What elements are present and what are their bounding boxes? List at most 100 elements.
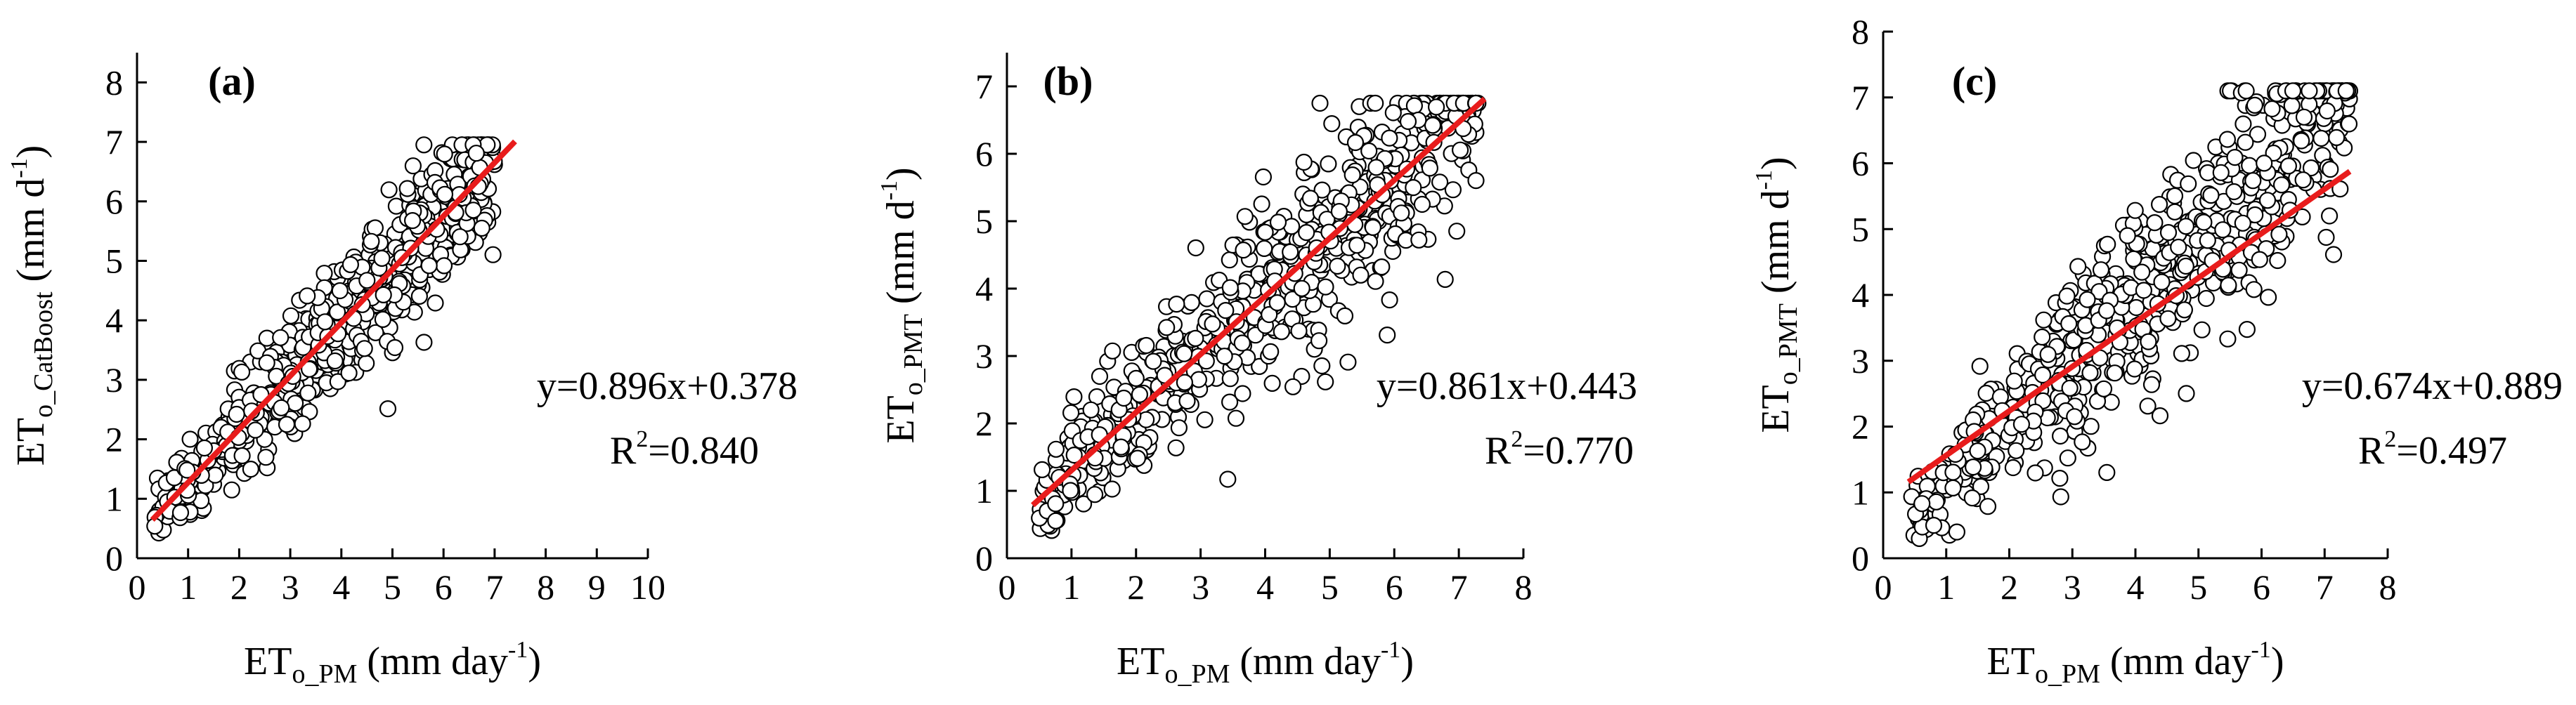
data-point: [1913, 495, 1931, 513]
x-tick-label: 5: [384, 567, 401, 607]
data-point: [1925, 516, 1943, 534]
data-point: [1329, 257, 1346, 275]
data-point: [1348, 237, 1366, 254]
data-point: [367, 324, 384, 341]
data-point: [299, 287, 316, 305]
data-point: [1336, 307, 1354, 324]
data-point: [2258, 192, 2277, 209]
data-point: [2027, 464, 2044, 482]
data-point: [2260, 289, 2277, 306]
data-point: [2140, 333, 2157, 350]
data-point: [1410, 231, 1428, 249]
data-point: [2099, 235, 2116, 253]
data-point: [2283, 97, 2301, 114]
data-point: [1256, 239, 1273, 257]
data-point: [2177, 257, 2194, 275]
data-point: [341, 256, 359, 273]
data-point: [1062, 404, 1080, 422]
fit-line: [1031, 96, 1487, 508]
data-point: [2135, 282, 2152, 299]
y-tick-label: 6: [975, 134, 993, 173]
data-point: [1269, 213, 1287, 231]
x-tick-label: 7: [2316, 567, 2334, 607]
data-point: [228, 405, 245, 423]
data-point: [1301, 190, 1320, 207]
data-point: [2142, 376, 2161, 393]
y-title-sup: -1: [6, 158, 32, 178]
data-point: [1352, 266, 1370, 284]
data-point: [1313, 357, 1331, 375]
data-point: [2153, 273, 2171, 291]
y-tick-label: 2: [975, 404, 993, 443]
data-point: [1424, 117, 1442, 134]
data-point: [1431, 173, 1449, 191]
data-point: [2246, 96, 2263, 114]
r2-main: R: [610, 429, 637, 473]
data-point: [1221, 279, 1239, 296]
data-point: [2060, 315, 2078, 333]
data-point: [1178, 392, 1196, 410]
data-point: [2238, 321, 2256, 338]
y-title-main: ET: [9, 418, 53, 466]
y-tick-label: 5: [105, 241, 123, 280]
data-point: [436, 185, 454, 203]
data-point: [2159, 224, 2178, 242]
data-point: [2178, 385, 2195, 402]
data-point: [1131, 386, 1149, 404]
data-point: [2337, 82, 2355, 100]
data-point: [1047, 495, 1065, 513]
data-point: [2328, 129, 2346, 146]
data-point: [2052, 427, 2069, 445]
x-tick-label: 1: [1062, 567, 1080, 607]
data-point: [2133, 263, 2151, 281]
x-tick-label: 2: [2001, 567, 2018, 607]
data-point: [258, 354, 275, 371]
data-point: [403, 212, 422, 230]
x-tick-label: 8: [537, 567, 554, 607]
data-point: [1373, 258, 1391, 276]
data-point: [1367, 272, 1384, 290]
y-axis-title: ETo_PMT (mm d-1): [1751, 157, 1803, 433]
y-tick-label: 1: [975, 471, 993, 510]
data-point: [2175, 301, 2193, 319]
data-point: [2059, 449, 2076, 467]
data-point: [2246, 206, 2264, 224]
data-point: [1295, 153, 1313, 171]
y-tick-label: 0: [105, 539, 123, 578]
data-point: [2126, 202, 2144, 219]
data-point: [1948, 523, 1965, 541]
data-point: [326, 352, 344, 370]
data-point: [242, 460, 259, 478]
x-tick-label: 2: [230, 567, 248, 607]
data-point: [1965, 458, 1982, 476]
fit-line: [1906, 169, 2352, 485]
data-point: [2317, 228, 2335, 246]
data-point: [2219, 330, 2237, 348]
data-point: [1293, 279, 1310, 297]
data-point: [2302, 159, 2320, 177]
regression-equation: y=0.674x+0.889: [2302, 364, 2563, 408]
data-point: [223, 481, 240, 499]
x-title-sup: -1: [1381, 637, 1400, 663]
scatter-points: [1903, 82, 2358, 548]
data-point: [1290, 322, 1308, 340]
data-point: [1167, 439, 1185, 456]
data-point: [1254, 168, 1273, 186]
data-point: [1197, 352, 1215, 370]
data-point: [2173, 345, 2190, 362]
y-title-unit: (mm d: [1754, 190, 1797, 303]
data-point: [1262, 343, 1280, 360]
y-title-sup: -1: [1751, 170, 1777, 190]
data-point: [1183, 294, 1200, 311]
r2-value: =0.497: [2396, 429, 2507, 473]
x-axis-title: ETo_PM (mm day-1): [1987, 637, 2284, 689]
data-point: [1263, 374, 1281, 393]
data-point: [2245, 281, 2263, 298]
data-point: [1086, 486, 1104, 503]
data-point: [420, 257, 438, 275]
scatter-points: [146, 136, 503, 542]
x-title-unit: (mm day: [357, 640, 508, 683]
x-tick-label: 10: [630, 567, 665, 607]
y-title-sub: o_CatBoost: [29, 291, 58, 418]
